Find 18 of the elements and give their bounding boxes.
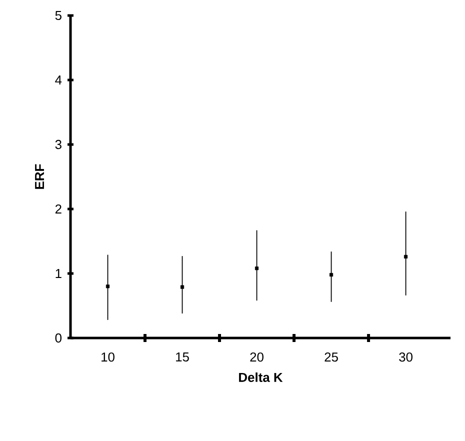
point [106, 284, 110, 288]
y-tick-label: 4 [55, 76, 62, 84]
y-tick-label: 5 [55, 10, 62, 20]
x-tick-label: 15 [176, 352, 189, 362]
x-tick-label: 20 [250, 352, 264, 362]
point [254, 266, 259, 270]
y-axis-title: ERF [35, 164, 44, 189]
y-tick-label: 3 [55, 140, 62, 150]
point [329, 272, 334, 277]
point [404, 254, 408, 259]
x-axis-title: Delta K [239, 372, 283, 382]
x-tick-label: 25 [324, 352, 338, 362]
y-tick-label: 2 [55, 204, 62, 214]
x-tick-label: 10 [102, 352, 114, 362]
y-tick-label: 1 [56, 269, 62, 278]
y-tick-label: 0 [55, 333, 62, 343]
x-tick-label: 30 [399, 352, 412, 362]
point [180, 285, 184, 289]
